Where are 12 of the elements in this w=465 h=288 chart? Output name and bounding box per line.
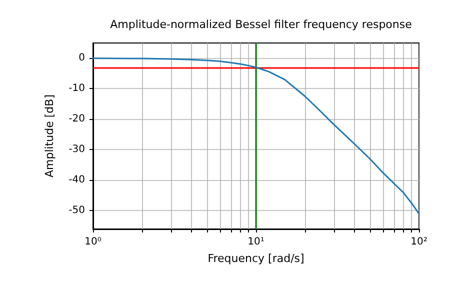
y-tick-label: 0 (78, 52, 85, 64)
y-tick-label: -50 (68, 205, 85, 216)
x-tick-label: 10⁰ (84, 236, 102, 248)
y-tick-label: -20 (68, 114, 85, 125)
x-axis-title: Frequency [rad/s] (208, 252, 304, 265)
y-tick-label: -10 (68, 83, 85, 94)
x-tick-label: 10² (410, 236, 428, 248)
y-tick-label: -40 (68, 174, 85, 186)
x-tick-label: 10¹ (248, 236, 264, 248)
y-axis-title: Amplitude [dB] (43, 94, 56, 178)
y-tick-label: -30 (68, 144, 85, 156)
chart-title: Amplitude-normalized Bessel filter frequency response (110, 18, 412, 31)
